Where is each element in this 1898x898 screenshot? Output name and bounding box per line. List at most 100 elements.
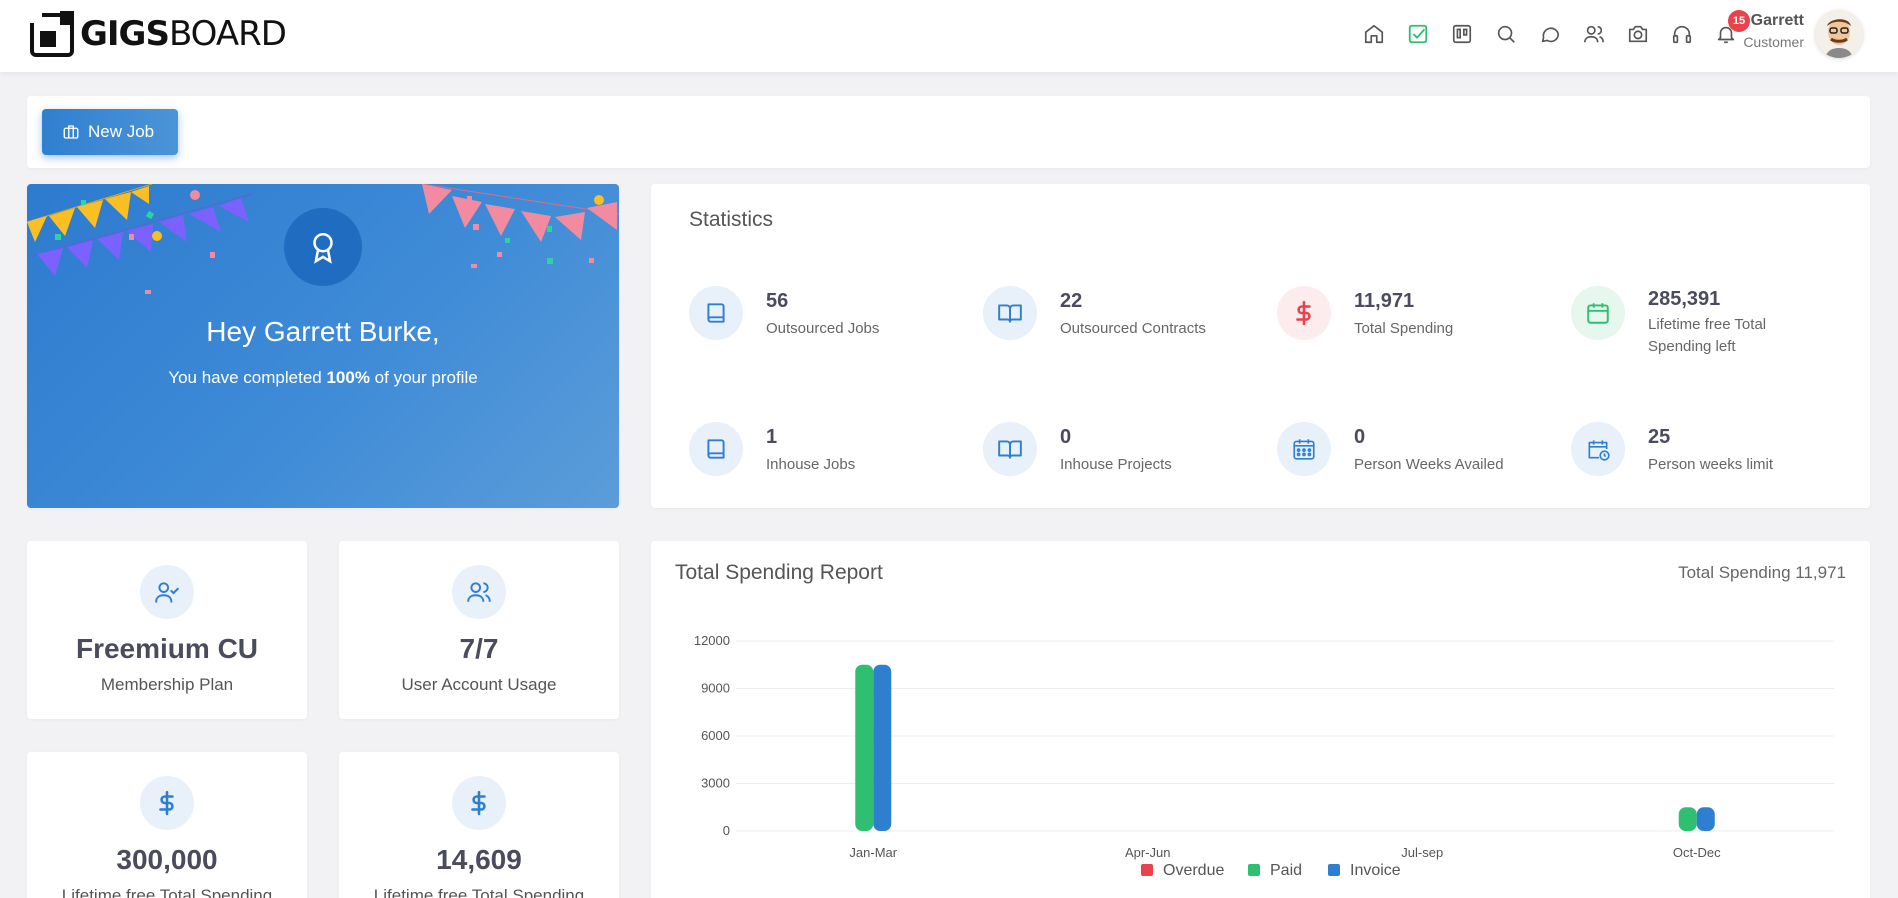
book-icon [689, 422, 743, 476]
new-job-label: New Job [88, 122, 155, 141]
mini-card-value: 14,609 [436, 844, 522, 875]
headset-icon[interactable] [1660, 18, 1704, 50]
action-bar: New Job [27, 96, 1870, 168]
avatar[interactable] [1815, 10, 1863, 58]
legend-swatch [1248, 864, 1260, 876]
greeting-title: Hey Garrett Burke, [206, 316, 440, 347]
x-tick-label: Oct-Dec [1673, 845, 1721, 860]
open-book-icon [983, 422, 1037, 476]
calendar-icon [1571, 286, 1625, 340]
stat-label: Lifetime free Total Spending left [1648, 316, 1767, 355]
stat-value: 56 [766, 290, 789, 312]
profile-completion-text: You have completed 100% of your profile [168, 368, 478, 387]
home-icon[interactable] [1352, 18, 1396, 50]
user-info[interactable]: Garrett Customer [1720, 12, 1804, 50]
x-tick-label: Jan-Mar [849, 845, 897, 860]
stat-value: 0 [1354, 426, 1366, 448]
user-role: Customer [1743, 34, 1804, 50]
stat-value: 1 [766, 426, 778, 448]
user-account-usage-card: 7/7 User Account Usage [339, 541, 619, 719]
user-name: Garrett [1750, 12, 1804, 29]
statistics-panel: Statistics 56 Outsourced Jobs 22 Outsour… [651, 184, 1870, 508]
award-icon [313, 232, 333, 264]
avatar-cartoon-icon [1815, 10, 1863, 58]
bar-paid [855, 664, 874, 831]
statistics-title: Statistics [689, 208, 774, 231]
board-icon[interactable] [1440, 18, 1484, 50]
chat-icon[interactable] [1528, 18, 1572, 50]
stat-label: Total Spending [1354, 320, 1454, 337]
tasks-check-icon[interactable] [1396, 18, 1440, 50]
users-icon[interactable] [1572, 18, 1616, 50]
spending-bar-chart: 0 3000 6000 9000 12000 Jan-Mar Apr-Jun Jul-sep O… [694, 633, 1834, 879]
spending-report-panel: Total Spending Report Total Spending 11,… [651, 541, 1870, 898]
award-badge [284, 208, 362, 286]
stat-value: 0 [1060, 426, 1072, 448]
legend-swatch [1328, 864, 1340, 876]
x-tick-label: Apr-Jun [1125, 845, 1171, 860]
legend-label: Overdue [1163, 862, 1224, 879]
stat-label: Inhouse Projects [1060, 456, 1172, 473]
x-tick-label: Jul-sep [1401, 845, 1443, 860]
camera-icon[interactable] [1616, 18, 1660, 50]
logo-text: GIGSBOARD [80, 14, 287, 54]
logo-mark-icon [30, 11, 74, 57]
legend-label: Paid [1270, 862, 1302, 879]
lifetime-spending-card: 300,000 Lifetime free Total Spending [27, 752, 307, 898]
users-icon [452, 565, 506, 619]
book-icon [689, 286, 743, 340]
stat-label: Outsourced Jobs [766, 320, 880, 337]
dollar-icon [1277, 286, 1331, 340]
bar-invoice [873, 664, 892, 831]
dollar-icon [452, 776, 506, 830]
stat-value: 22 [1060, 290, 1083, 312]
welcome-banner: Hey Garrett Burke, You have completed 10… [27, 184, 619, 508]
y-tick-label: 6000 [701, 728, 730, 743]
briefcase-icon [63, 125, 79, 139]
legend-label: Invoice [1350, 862, 1401, 879]
open-book-icon [983, 286, 1037, 340]
membership-plan-card: Freemium CU Membership Plan [27, 541, 307, 719]
mini-card-value: Freemium CU [75, 633, 259, 664]
legend-swatch [1141, 864, 1153, 876]
stat-inhouse-projects: 0 Inhouse Projects [945, 422, 1235, 492]
lifetime-spending-left-card: 14,609 Lifetime free Total Spending [339, 752, 619, 898]
calendar-clock-icon [1571, 422, 1625, 476]
dollar-icon [140, 776, 194, 830]
report-title: Total Spending Report [675, 561, 883, 584]
y-tick-label: 3000 [701, 776, 730, 791]
notification-badge: 15 [1728, 10, 1750, 32]
top-navbar: GIGSBOARD 15 Garrett [0, 0, 1898, 72]
new-job-button[interactable]: New Job [42, 109, 178, 155]
stat-value: 285,391 [1648, 288, 1721, 310]
week-calendar-icon [1277, 422, 1331, 476]
y-tick-label: 0 [723, 823, 730, 838]
report-total: Total Spending 11,971 [1678, 563, 1846, 582]
stat-label: Inhouse Jobs [766, 456, 856, 473]
stat-label: Person weeks limit [1648, 456, 1774, 473]
y-tick-label: 12000 [694, 633, 730, 648]
mini-card-label: Membership Plan [100, 675, 234, 694]
nav-icon-bar: 15 [1352, 10, 1750, 50]
mini-card-label: User Account Usage [401, 675, 557, 694]
mini-card-value: 7/7 [459, 633, 499, 664]
bar-paid [1678, 807, 1697, 831]
y-tick-label: 9000 [701, 681, 730, 696]
stat-inhouse-jobs: 1 Inhouse Jobs [651, 422, 941, 492]
mini-card-label: Lifetime free Total Spending [373, 886, 585, 898]
stat-lifetime-spending-left: 285,391 Lifetime free Total Spending lef… [1533, 286, 1823, 356]
stat-label: Outsourced Contracts [1060, 320, 1206, 337]
bell-icon[interactable]: 15 [1704, 10, 1750, 50]
stat-outsourced-jobs: 56 Outsourced Jobs [651, 286, 941, 356]
stat-person-weeks-availed: 0 Person Weeks Availed [1239, 422, 1529, 492]
stat-value: 25 [1648, 426, 1671, 448]
search-icon[interactable] [1484, 18, 1528, 50]
confetti-decoration [27, 184, 619, 294]
stat-value: 11,971 [1354, 290, 1415, 312]
user-check-icon [140, 565, 194, 619]
stat-person-weeks-limit: 25 Person weeks limit [1533, 422, 1823, 492]
gigsboard-logo[interactable]: GIGSBOARD [30, 10, 287, 58]
mini-card-value: 300,000 [116, 844, 218, 875]
stat-total-spending: 11,971 Total Spending [1239, 286, 1529, 356]
mini-card-label: Lifetime free Total Spending [61, 886, 273, 898]
